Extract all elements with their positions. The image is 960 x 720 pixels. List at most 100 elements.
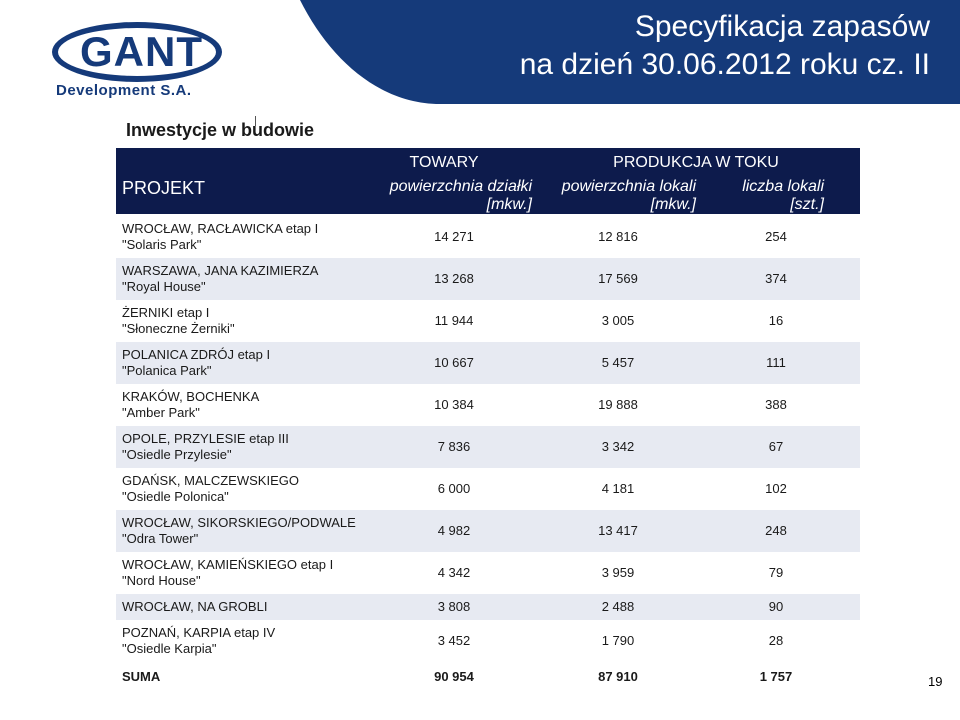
plot-area-value: 6 000 bbox=[437, 481, 471, 496]
unit-count-value: 102 bbox=[765, 481, 787, 496]
logo-text: GANT bbox=[80, 28, 203, 75]
project-title: "Odra Tower" bbox=[122, 531, 199, 546]
unit-count-value: 388 bbox=[765, 397, 787, 412]
unit-area-value: 13 417 bbox=[598, 523, 638, 538]
plot-area-value: 3 452 bbox=[437, 633, 471, 648]
unit-count-value: 254 bbox=[765, 229, 787, 244]
project-location: OPOLE, PRZYLESIE etap III bbox=[122, 431, 289, 446]
project-location: POZNAŃ, KARPIA etap IV bbox=[122, 625, 276, 640]
unit-area-value: 2 488 bbox=[601, 599, 635, 614]
table-row: OPOLE, PRZYLESIE etap III "Osiedle Przyle… bbox=[116, 426, 860, 468]
logo-subtitle: Development S.A. bbox=[56, 82, 192, 99]
sum-plot-area: 90 954 bbox=[434, 669, 474, 684]
table-row: WARSZAWA, JANA KAZIMIERZA "Royal House" 13… bbox=[116, 258, 860, 300]
project-title: "Osiedle Polonica" bbox=[122, 489, 229, 504]
project-title: "Osiedle Przylesie" bbox=[122, 447, 232, 462]
project-location: WROCŁAW, KAMIEŃSKIEGO etap I bbox=[122, 557, 334, 572]
unit-count-value: 16 bbox=[768, 313, 784, 328]
project-name: WROCŁAW, KAMIEŃSKIEGO etap I "Nord House" bbox=[122, 557, 333, 589]
unit-area-value: 19 888 bbox=[598, 397, 638, 412]
unit-count-value: 79 bbox=[768, 565, 784, 580]
project-name: ŻERNIKI etap I "Słoneczne Żerniki" bbox=[122, 305, 235, 337]
unit-area-value: 3 342 bbox=[601, 439, 635, 454]
project-name: WROCŁAW, SIKORSKIEGO/PODWALE "Odra Tower" bbox=[122, 515, 356, 547]
project-location: WROCŁAW, SIKORSKIEGO/PODWALE bbox=[122, 515, 356, 530]
project-name: WROCŁAW, RACŁAWICKA etap I "Solaris Park" bbox=[122, 221, 318, 253]
logo-ellipse bbox=[52, 22, 222, 82]
project-location: WROCŁAW, NA GROBLI bbox=[122, 599, 268, 614]
project-location: GDAŃSK, MALCZEWSKIEGO bbox=[122, 473, 299, 488]
table-row: WROCŁAW, RACŁAWICKA etap I "Solaris Park"… bbox=[116, 216, 860, 258]
unit-count-value: 248 bbox=[765, 523, 787, 538]
project-title: "Royal House" bbox=[122, 279, 206, 294]
title-line-1: Specyfikacja zapasów bbox=[634, 10, 930, 43]
page-number: 19 bbox=[928, 674, 943, 689]
divider-tick bbox=[255, 116, 256, 126]
project-location: WARSZAWA, JANA KAZIMIERZA bbox=[122, 263, 319, 278]
table-row: WROCŁAW, KAMIEŃSKIEGO etap I "Nord House"… bbox=[116, 552, 860, 594]
plot-area-value: 4 342 bbox=[437, 565, 471, 580]
header-col-unit-count: liczba lokali [szt.] bbox=[742, 178, 824, 213]
project-name: OPOLE, PRZYLESIE etap III "Osiedle Przyle… bbox=[122, 431, 289, 463]
table-row: POLANICA ZDRÓJ etap I "Polanica Park" 10 6… bbox=[116, 342, 860, 384]
unit-area-value: 3 959 bbox=[601, 565, 635, 580]
project-location: ŻERNIKI etap I bbox=[122, 305, 210, 320]
project-location: POLANICA ZDRÓJ etap I bbox=[122, 347, 271, 362]
header-towary: TOWARY bbox=[409, 154, 479, 171]
sum-row: SUMA 90 954 87 910 1 757 bbox=[116, 664, 860, 692]
header-produkcja: PRODUKCJA W TOKU bbox=[613, 154, 779, 171]
company-logo: GANT Development S.A. bbox=[52, 22, 238, 104]
unit-count-value: 28 bbox=[768, 633, 784, 648]
unit-count-value: 90 bbox=[768, 599, 784, 614]
plot-area-value: 3 808 bbox=[437, 599, 471, 614]
banner-shape bbox=[300, 0, 960, 104]
plot-area-value: 14 271 bbox=[434, 229, 474, 244]
unit-area-value: 3 005 bbox=[601, 313, 635, 328]
plot-area-value: 13 268 bbox=[434, 271, 474, 286]
project-name: POLANICA ZDRÓJ etap I "Polanica Park" bbox=[122, 347, 270, 379]
sum-label: SUMA bbox=[122, 669, 161, 684]
unit-area-value: 4 181 bbox=[601, 481, 635, 496]
table-row: GDAŃSK, MALCZEWSKIEGO "Osiedle Polonica" 6… bbox=[116, 468, 860, 510]
project-name: GDAŃSK, MALCZEWSKIEGO "Osiedle Polonica" bbox=[122, 473, 299, 505]
plot-area-value: 10 384 bbox=[434, 397, 474, 412]
title-line-2: na dzień 30.06.2012 roku cz. II bbox=[519, 48, 930, 81]
plot-area-value: 10 667 bbox=[434, 355, 474, 370]
unit-count-value: 374 bbox=[765, 271, 787, 286]
project-location: KRAKÓW, BOCHENKA bbox=[122, 389, 260, 404]
project-title: "Polanica Park" bbox=[122, 363, 212, 378]
project-location: WROCŁAW, RACŁAWICKA etap I bbox=[122, 221, 319, 236]
plot-area-value: 4 982 bbox=[437, 523, 471, 538]
unit-count-value: 111 bbox=[766, 355, 786, 370]
project-name: WARSZAWA, JANA KAZIMIERZA "Royal House" bbox=[122, 263, 318, 295]
project-title: "Osiedle Karpia" bbox=[122, 641, 217, 656]
project-title: "Słoneczne Żerniki" bbox=[122, 321, 235, 336]
header-col-unit-area: powierzchnia lokali [mkw.] bbox=[561, 178, 696, 213]
project-title: "Solaris Park" bbox=[122, 237, 202, 252]
project-name: WROCŁAW, NA GROBLI bbox=[122, 599, 267, 615]
table-row: WROCŁAW, SIKORSKIEGO/PODWALE "Odra Tower"… bbox=[116, 510, 860, 552]
project-title: "Nord House" bbox=[122, 573, 201, 588]
unit-area-value: 1 790 bbox=[601, 633, 635, 648]
plot-area-value: 11 944 bbox=[434, 313, 474, 328]
table-row: POZNAŃ, KARPIA etap IV "Osiedle Karpia" 3 … bbox=[116, 620, 860, 662]
plot-area-value: 7 836 bbox=[437, 439, 471, 454]
table-row: KRAKÓW, BOCHENKA "Amber Park" 10 384 19 888… bbox=[116, 384, 860, 426]
header-col-plot-area: powierzchnia działki [mkw.] bbox=[389, 178, 532, 213]
header-project: PROJEKT bbox=[122, 178, 206, 198]
unit-area-value: 12 816 bbox=[598, 229, 638, 244]
header-banner: GANT Development S.A. Specyfikacja zapas… bbox=[0, 0, 960, 104]
sum-unit-count: 1 757 bbox=[759, 669, 793, 684]
page-title: Specyfikacja zapasów na dzień 30.06.2012… bbox=[520, 8, 930, 84]
unit-count-value: 67 bbox=[768, 439, 784, 454]
project-name: KRAKÓW, BOCHENKA "Amber Park" bbox=[122, 389, 259, 421]
sum-unit-area: 87 910 bbox=[598, 669, 638, 684]
table-row: WROCŁAW, NA GROBLI 3 808 2 488 90 bbox=[116, 594, 860, 620]
unit-area-value: 5 457 bbox=[601, 355, 635, 370]
unit-area-value: 17 569 bbox=[598, 271, 638, 286]
table-header: PROJEKT TOWARY PRODUKCJA W TOKU powierzc… bbox=[116, 148, 860, 214]
project-title: "Amber Park" bbox=[122, 405, 200, 420]
section-subheading: Inwestycje w budowie bbox=[126, 120, 315, 140]
table-row: ŻERNIKI etap I "Słoneczne Żerniki" 11 944 3… bbox=[116, 300, 860, 342]
project-name: POZNAŃ, KARPIA etap IV "Osiedle Karpia" bbox=[122, 625, 275, 657]
